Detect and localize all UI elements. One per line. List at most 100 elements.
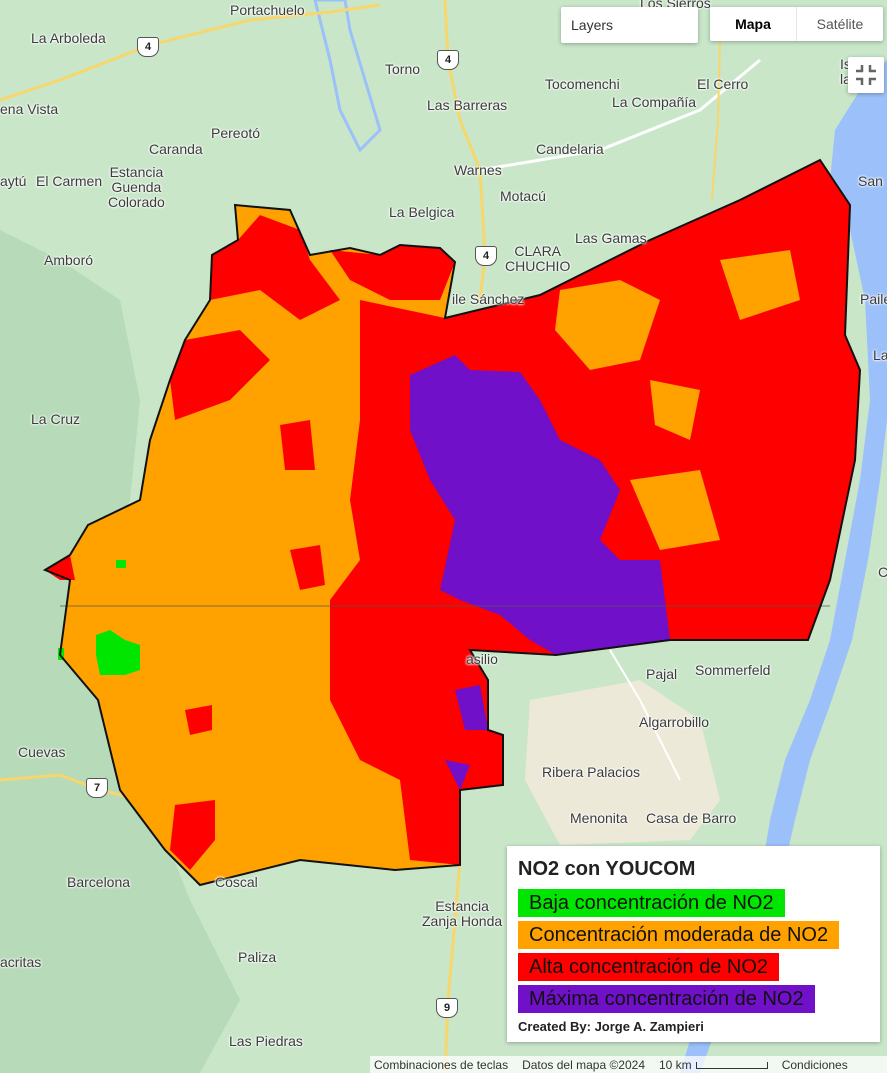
zone-high-patch [290,545,325,590]
route-shield-4: 4 [437,50,459,70]
zone-high-spot [185,705,212,735]
legend-item: Máxima concentración de NO2 [518,985,815,1013]
place-clara-chuchio: CLARA CHUCHIO [505,243,571,274]
place-casa-de-barro: Casa de Barro [646,810,737,826]
place-aytu: aytú [0,173,27,189]
map-type-map-button[interactable]: Mapa [710,7,797,41]
zone-high-west [170,330,270,420]
route-shield-4: 4 [137,37,159,57]
place-el-carmen: El Carmen [36,173,103,189]
place-san: San [858,173,883,189]
place-las-barreras: Las Barreras [427,97,508,113]
place-tocomenchi: Tocomenchi [545,76,620,92]
map-attribution: Combinaciones de teclas Datos del mapa ©… [370,1056,887,1073]
road-local [609,649,681,781]
place-la-cruz: La Cruz [31,411,81,427]
place-candelaria: Candelaria [536,141,604,157]
map-data-credit: Datos del mapa ©2024 [522,1057,645,1072]
legend-item: Alta concentración de NO2 [518,953,780,981]
legend-item: Concentración moderada de NO2 [518,921,840,949]
zone-moderate-island4 [630,470,720,550]
scale-indicator[interactable]: 10 km [659,1058,768,1072]
place-las-gamas: Las Gamas [575,230,647,246]
legend-row: Baja concentración de NO2 [518,889,869,921]
place-sommerfeld: Sommerfeld [695,662,771,678]
legend-row: Máxima concentración de NO2 [518,985,869,1017]
layers-dropdown[interactable]: Layers [561,7,698,43]
route-shield-9: 9 [436,998,458,1018]
zone-high-north [210,215,340,320]
sand-area [525,680,720,845]
place-pajal: Pajal [646,666,678,682]
place-la-arboleda: La Arboleda [31,30,106,46]
place-motacu: Motacú [500,188,546,204]
zone-low-dot [116,560,126,568]
scale-bar [695,1061,768,1069]
legend-row: Concentración moderada de NO2 [518,921,869,953]
legend-item: Baja concentración de NO2 [518,889,785,917]
place-torno: Torno [385,61,421,77]
legend-list: Baja concentración de NO2 Concentración m… [518,889,869,1017]
place-portachuelo: Portachuelo [230,2,305,18]
municipality-outline [42,158,862,887]
place-la-belgica: La Belgica [389,204,455,220]
legend-credit: Created By: Jorge A. Zampieri [518,1019,704,1034]
legend-panel: NO2 con YOUCOM Baja concentración de NO2… [507,846,880,1042]
place-basilio: asilio [466,651,498,667]
place-la: La [873,347,887,363]
zone-moderate-island3 [650,380,700,440]
place-paile: Paile [860,291,887,307]
place-ribera-palacios: Ribera Palacios [542,764,641,780]
exit-fullscreen-icon [856,65,876,85]
place-la-compania: La Compañía [612,94,697,110]
place-amboro: Amboró [44,252,94,268]
hills-shading [0,230,240,1073]
keyboard-shortcuts-link[interactable]: Combinaciones de teclas [374,1057,509,1072]
legend-title: NO2 con YOUCOM [518,858,696,880]
map-type-control: Mapa Satélite [710,7,883,41]
place-isla: Is la [840,56,851,87]
river [680,60,887,1073]
place-las-piedras: Las Piedras [229,1033,303,1049]
zone-moderate-island [555,280,660,370]
road-east [479,58,761,172]
road-4 [0,3,381,102]
zone-max-south [455,685,488,730]
zone-high-top [330,245,455,300]
place-pereoto: Pereotó [211,125,261,141]
zone-high-south [170,800,215,870]
road-9 [443,859,462,1073]
exit-fullscreen-button[interactable] [848,57,884,93]
place-c: C [878,564,887,580]
route-shield-7: 7 [86,778,108,798]
zone-moderate-island2 [720,250,800,320]
scale-label: 10 km [659,1057,692,1072]
zone-max-south2 [445,760,470,790]
place-sanchez: ile Sánchez [452,291,525,307]
place-barcelona: Barcelona [67,874,131,890]
terms-link[interactable]: Condiciones [781,1057,848,1072]
zone-max-main [410,355,670,655]
no2-zones [45,160,860,885]
place-buena-vista: ena Vista [0,101,59,117]
place-warnes: Warnes [454,162,502,178]
legend-row: Alta concentración de NO2 [518,953,869,985]
place-los-sierros: Los Sierros [640,0,711,11]
place-menonita: Menonita [570,810,628,826]
place-estancia-zanja-honda: Estancia Zanja Honda [422,898,503,929]
road-north [711,39,721,201]
place-estancia-guenda: Estancia Guenda Colorado [108,164,165,210]
place-coscal: Coscal [215,874,258,890]
place-cuevas: Cuevas [18,744,66,760]
route-shield-4: 4 [475,246,497,266]
place-acritas: acritas [0,954,42,970]
zone-high-spot2 [280,420,315,470]
road-7 [0,773,141,802]
place-el-cerro: El Cerro [697,76,749,92]
zone-low [96,630,140,675]
place-paliza: Paliza [238,949,277,965]
place-algarrobillo: Algarrobillo [639,714,710,730]
map-type-satellite-button[interactable]: Satélite [816,16,864,32]
place-caranda: Caranda [149,141,203,157]
